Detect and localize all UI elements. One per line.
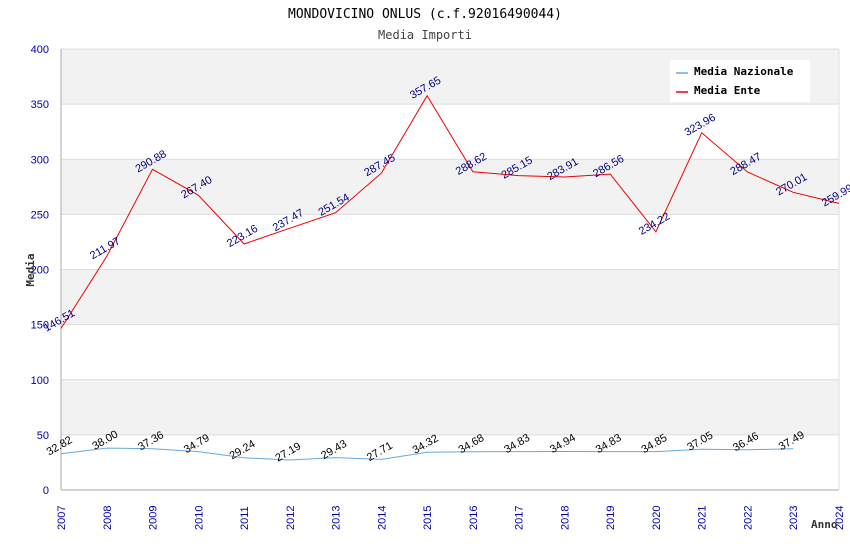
chart-title: MONDOVICINO ONLUS (c.f.92016490044) — [288, 7, 562, 22]
data-label: 27.71 — [365, 440, 395, 464]
x-tick-label: 2022 — [742, 506, 754, 530]
data-label: 34.68 — [456, 432, 486, 456]
legend: Media Nazionale Media Ente — [670, 60, 810, 102]
x-tick-label: 2007 — [56, 506, 68, 530]
y-axis-label: Media — [24, 253, 37, 286]
data-label: 34.94 — [548, 432, 578, 456]
grid-band — [61, 269, 839, 325]
grid-band — [61, 379, 839, 435]
data-label: 32.82 — [45, 434, 75, 458]
y-tick-label: 400 — [31, 44, 49, 56]
y-axis-ticks: 0 50 100 150 200 250 300 350 400 — [31, 44, 49, 497]
x-tick-label: 2021 — [697, 506, 709, 530]
data-label: 34.83 — [502, 432, 532, 456]
x-tick-label: 2019 — [605, 506, 617, 530]
plot-background — [61, 49, 839, 435]
x-tick-label: 2017 — [514, 506, 526, 530]
x-tick-label: 2024 — [834, 506, 846, 530]
data-label: 34.32 — [411, 432, 441, 456]
y-tick-label: 150 — [31, 320, 49, 332]
y-tick-label: 50 — [37, 430, 49, 442]
x-tick-label: 2020 — [651, 506, 663, 530]
y-tick-label: 250 — [31, 209, 49, 221]
x-tick-label: 2011 — [239, 506, 251, 530]
y-tick-label: 200 — [31, 265, 49, 277]
y-tick-label: 0 — [43, 485, 49, 497]
grid-band — [61, 159, 839, 215]
x-tick-label: 2009 — [148, 506, 160, 530]
data-label: 34.85 — [640, 432, 670, 456]
legend-label-media-ente: Media Ente — [694, 84, 761, 97]
axes — [60, 49, 840, 491]
x-tick-label: 2014 — [376, 506, 388, 530]
data-label: 34.83 — [594, 432, 624, 456]
x-tick-label: 2008 — [102, 506, 114, 530]
data-label: 223.16 — [225, 223, 260, 250]
data-label: 27.19 — [273, 440, 303, 464]
x-tick-label: 2010 — [193, 506, 205, 530]
y-tick-label: 100 — [31, 375, 49, 387]
x-tick-label: 2023 — [788, 506, 800, 530]
x-tick-label: 2018 — [559, 506, 571, 530]
series-layer — [60, 94, 840, 461]
x-axis-ticks: 2007 2008 2009 2010 2011 2012 2013 2014 2015 2016… — [56, 506, 846, 530]
chart-subtitle: Media Importi — [378, 28, 472, 42]
x-tick-label: 2013 — [331, 506, 343, 530]
y-tick-label: 300 — [31, 154, 49, 166]
x-tick-label: 2012 — [285, 506, 297, 530]
data-label: 323.96 — [683, 112, 718, 139]
x-tick-label: 2016 — [468, 506, 480, 530]
series-line-media-nazionale — [60, 447, 794, 461]
y-tick-label: 350 — [31, 99, 49, 111]
legend-box — [670, 60, 810, 102]
x-axis-label: Anno — [811, 518, 838, 531]
series-line-media-ente — [60, 94, 840, 329]
legend-label-media-nazionale: Media Nazionale — [694, 65, 794, 78]
x-tick-label: 2015 — [422, 506, 434, 530]
